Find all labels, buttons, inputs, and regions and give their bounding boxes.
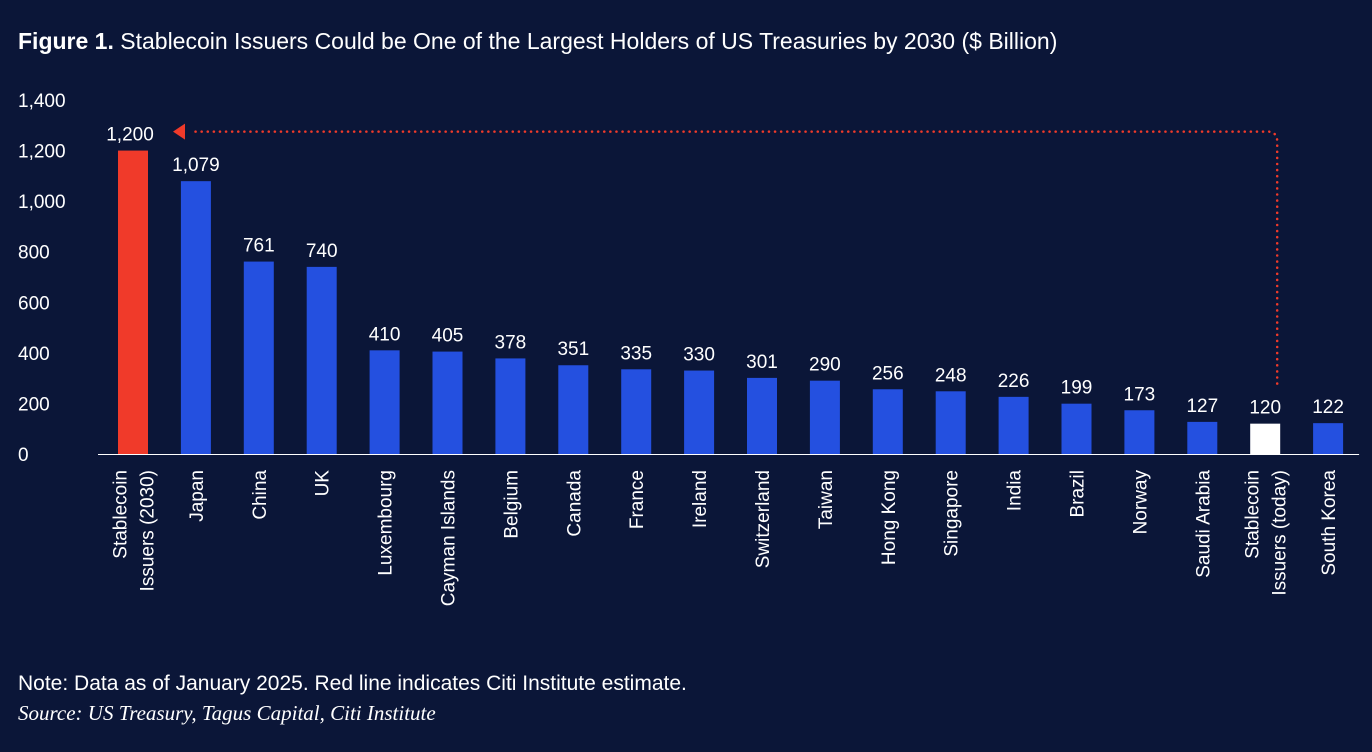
- data-label: 740: [306, 241, 338, 262]
- x-tick-label: China: [250, 470, 271, 520]
- y-tick-label: 1,000: [18, 192, 66, 213]
- data-label: 1,079: [172, 155, 220, 176]
- bar-luxembourg: [369, 350, 400, 454]
- chart-source: Source: US Treasury, Tagus Capital, Citi…: [18, 701, 436, 725]
- data-label: 351: [557, 339, 589, 360]
- bar-south-korea: [1313, 423, 1344, 454]
- bar-china: [243, 261, 274, 454]
- x-tick-label: Stablecoin: [111, 470, 132, 559]
- data-label: 410: [369, 324, 401, 345]
- x-tick-label: Norway: [1130, 470, 1151, 535]
- bar-stablecoin-issuers-2030: [118, 150, 148, 455]
- x-tick-label: Stablecoin: [1243, 470, 1264, 559]
- x-tick-label: Luxembourg: [376, 470, 397, 576]
- data-label: 330: [683, 345, 715, 366]
- data-label: 290: [809, 355, 841, 376]
- x-tick-label: Hong Kong: [879, 470, 900, 565]
- bar-saudi-arabia: [1187, 421, 1218, 454]
- bar-hong-kong: [872, 389, 903, 454]
- bar-switzerland: [747, 377, 777, 454]
- bar-chart: 0 200 400 600 800 1,000 1,200 1,400 1,200 1,079 7…: [18, 91, 1360, 607]
- y-tick-label: 600: [18, 293, 50, 314]
- data-label: 127: [1186, 396, 1218, 417]
- chart-title: Figure 1. Stablecoin Issuers Could be On…: [18, 28, 1057, 55]
- x-tick-label: Cayman Islands: [439, 470, 460, 606]
- bar-cayman-islands: [432, 351, 463, 454]
- y-tick-label: 1,400: [18, 91, 66, 112]
- y-tick-label: 800: [18, 243, 50, 264]
- data-label: 301: [746, 352, 778, 373]
- chart-note: Note: Data as of January 2025. Red line …: [18, 672, 687, 695]
- bar-taiwan: [809, 380, 840, 454]
- data-label: 199: [1061, 378, 1093, 399]
- bar-japan: [180, 181, 211, 454]
- x-tick-label: France: [627, 470, 648, 529]
- x-tick-label: Japan: [187, 470, 208, 522]
- bar-france: [621, 369, 652, 454]
- x-tick-label: India: [1005, 470, 1026, 512]
- x-tick-label: Canada: [564, 470, 585, 537]
- data-label: 256: [872, 363, 904, 384]
- x-tick-label: Issuers (2030): [138, 470, 159, 591]
- arrowhead-icon: [173, 123, 185, 140]
- data-label: 122: [1312, 397, 1344, 418]
- estimate-arrow: [173, 123, 1279, 385]
- x-tick-label: Belgium: [501, 470, 522, 539]
- data-label: 378: [495, 332, 527, 353]
- y-tick-label: 200: [18, 394, 50, 415]
- x-tick-label: South Korea: [1319, 470, 1340, 576]
- x-tick-label: Ireland: [690, 470, 711, 528]
- bar-uk: [306, 266, 337, 454]
- y-axis: 0 200 400 600 800 1,000 1,200 1,400: [18, 91, 66, 466]
- x-tick-label: Saudi Arabia: [1193, 470, 1214, 578]
- x-tick-label: Switzerland: [753, 470, 774, 568]
- data-labels: 1,200 1,079 761 740 410 405 378 351 335 330 301 290…: [106, 125, 1344, 419]
- data-label: 226: [998, 371, 1030, 392]
- data-label: 761: [243, 236, 275, 257]
- arrow-dotted-line: [191, 130, 1279, 385]
- data-label: 1,200: [106, 125, 154, 146]
- x-tick-label: Singapore: [942, 470, 963, 557]
- data-label: 173: [1124, 384, 1156, 405]
- x-tick-label: Issuers (today): [1270, 470, 1291, 596]
- bars: [118, 150, 1344, 455]
- bar-belgium: [495, 358, 526, 454]
- bar-ireland: [684, 370, 715, 454]
- bar-canada: [558, 365, 589, 454]
- bar-singapore: [935, 391, 966, 454]
- data-label: 248: [935, 365, 967, 386]
- data-label: 335: [620, 343, 652, 364]
- data-label: 120: [1249, 398, 1281, 419]
- bar-india: [998, 396, 1029, 454]
- bar-brazil: [1061, 403, 1092, 454]
- figure-title: Stablecoin Issuers Could be One of the L…: [120, 28, 1058, 54]
- y-tick-label: 400: [18, 344, 50, 365]
- x-tick-label: UK: [313, 470, 334, 497]
- x-axis: Stablecoin Issuers (2030) Japan China UK Luxe…: [111, 470, 1341, 607]
- x-tick-label: Taiwan: [816, 470, 837, 529]
- y-tick-label: 1,200: [18, 142, 66, 163]
- bar-stablecoin-issuers-today: [1250, 423, 1281, 454]
- y-tick-label: 0: [18, 445, 29, 466]
- figure-label: Figure 1.: [18, 28, 114, 54]
- x-tick-label: Brazil: [1068, 470, 1089, 518]
- bar-norway: [1124, 410, 1155, 454]
- data-label: 405: [432, 326, 464, 347]
